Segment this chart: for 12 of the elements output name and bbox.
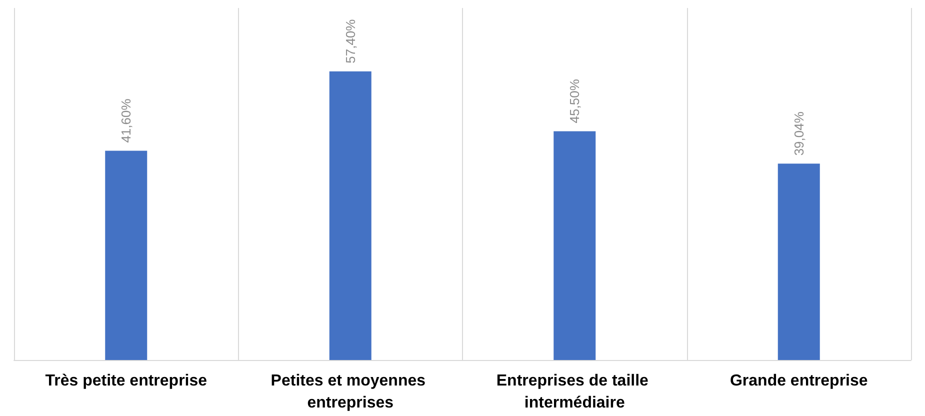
x-tick-label: Petites et moyennes entreprises <box>270 372 430 412</box>
bar <box>329 71 372 360</box>
data-label: 41,60% <box>118 98 134 143</box>
bar <box>778 164 820 360</box>
data-label: 57,40% <box>342 18 358 64</box>
data-label: 45,50% <box>567 78 582 124</box>
x-tick-label: Entreprises de taille intermédiaire <box>496 372 653 412</box>
data-label: 39,04% <box>791 111 806 156</box>
x-tick-label: Grande entreprise <box>730 372 868 390</box>
x-tick-label: Très petite entreprise <box>45 372 208 390</box>
bar <box>105 150 148 360</box>
bar <box>554 131 596 360</box>
